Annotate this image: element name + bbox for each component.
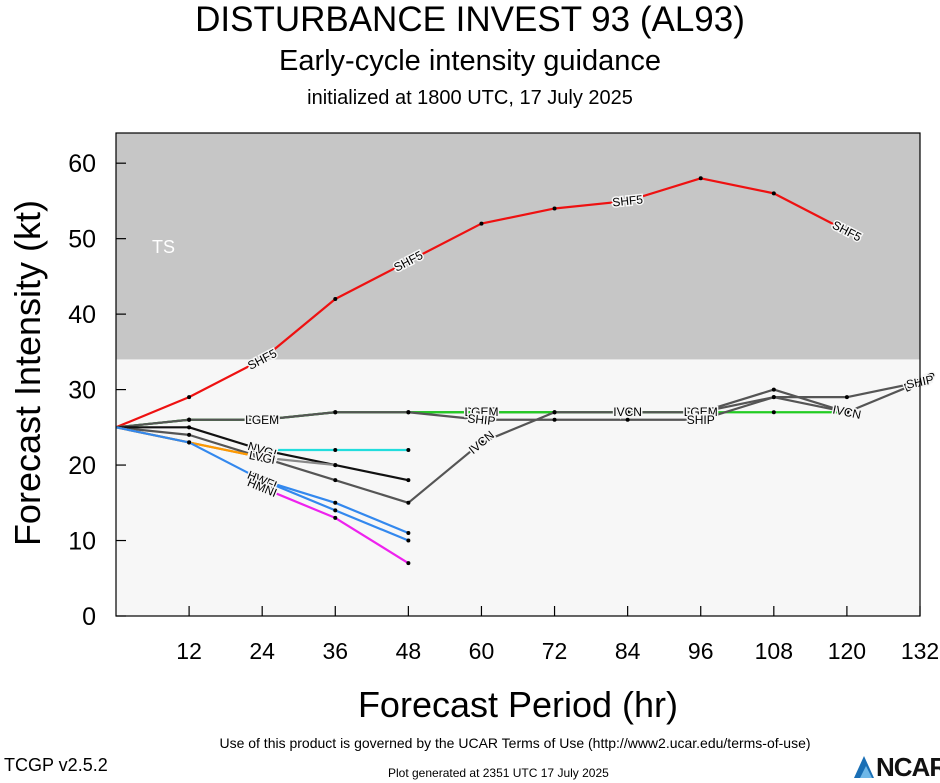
band-ts	[116, 133, 920, 360]
data-point	[406, 538, 411, 543]
data-point	[552, 417, 557, 422]
data-point	[698, 417, 703, 422]
x-tick-label: 108	[755, 638, 793, 664]
y-tick-label: 20	[68, 452, 96, 480]
data-point	[333, 297, 338, 302]
data-point	[625, 198, 630, 203]
x-tick-label: 12	[176, 638, 202, 664]
ncar-logo-icon	[854, 756, 874, 778]
data-point	[479, 417, 484, 422]
x-tick-label: 96	[688, 638, 714, 664]
data-point	[333, 478, 338, 483]
data-point	[406, 447, 411, 452]
data-point	[187, 395, 192, 400]
initialization-time: initialized at 1800 UTC, 17 July 2025	[307, 87, 633, 109]
data-point	[333, 500, 338, 505]
y-axis-label: Forecast Intensity (kt)	[7, 199, 48, 547]
series-label-dshp: DSHP	[465, 405, 498, 419]
data-point	[552, 206, 557, 211]
data-point	[260, 485, 265, 490]
data-point	[260, 478, 265, 483]
data-point	[771, 410, 776, 415]
series-label-dshp: DSHP	[684, 405, 717, 419]
x-tick-label: 24	[249, 638, 275, 664]
plot-border	[115, 132, 921, 617]
series-label-ship: SHIP	[687, 413, 715, 427]
y-axis: 0 10 20 30 40 50 60	[68, 150, 126, 631]
data-point	[844, 229, 849, 234]
ncar-logo-text: NCAR	[876, 752, 940, 782]
tcgp-version: TCGP v2.5.2	[4, 755, 108, 775]
ncar-logo: NCAR	[852, 752, 940, 782]
data-point	[187, 425, 192, 430]
data-point	[260, 357, 265, 362]
data-point	[625, 417, 630, 422]
series-label-lgem: LGEM	[245, 413, 279, 427]
data-point	[479, 440, 484, 445]
x-tick-label: 132	[901, 638, 939, 664]
data-point	[187, 440, 192, 445]
data-point	[406, 500, 411, 505]
x-tick-label: 36	[322, 638, 348, 664]
data-point	[406, 259, 411, 264]
x-tick-label: 120	[828, 638, 866, 664]
data-point	[844, 410, 849, 415]
y-tick-label: 0	[82, 603, 96, 631]
x-tick-label: 72	[542, 638, 568, 664]
band-label-ts: TS	[152, 237, 175, 257]
plot-generated-time: Plot generated at 2351 UTC 17 July 2025	[388, 766, 609, 780]
data-point	[260, 417, 265, 422]
data-point	[406, 478, 411, 483]
y-tick-label: 50	[68, 226, 96, 254]
x-tick-label: 48	[396, 638, 422, 664]
series-label-shf5: SHF5	[612, 192, 644, 209]
data-point	[771, 191, 776, 196]
data-point	[333, 508, 338, 513]
x-tick-label: 84	[615, 638, 641, 664]
data-point	[187, 432, 192, 437]
plot-frame	[115, 132, 921, 617]
y-tick-label: 30	[68, 377, 96, 405]
data-point	[479, 410, 484, 415]
data-point	[406, 410, 411, 415]
x-tick-label: 60	[469, 638, 495, 664]
series-label-ivcn: IVCN	[613, 405, 642, 419]
data-point	[406, 561, 411, 566]
data-point	[333, 410, 338, 415]
series-label-lgem: LGEM	[684, 405, 718, 419]
chart-subtitle: Early-cycle intensity guidance	[278, 45, 661, 77]
intensity-bands: TS	[116, 133, 920, 360]
data-point	[552, 410, 557, 415]
terms-of-use-note: Use of this product is governed by the U…	[219, 735, 811, 751]
data-point	[260, 447, 265, 452]
series-label-lgem: LGEM	[464, 405, 498, 419]
y-tick-label: 60	[68, 150, 96, 178]
data-point	[187, 417, 192, 422]
data-point	[333, 515, 338, 520]
series-lines	[115, 176, 922, 566]
series-line-ship	[115, 380, 921, 429]
x-axis-label: Forecast Period (hr)	[357, 684, 679, 725]
data-point	[771, 387, 776, 392]
y-tick-label: 10	[68, 528, 96, 556]
data-point	[698, 176, 703, 181]
data-point	[333, 463, 338, 468]
chart-title: DISTURBANCE INVEST 93 (AL93)	[195, 0, 745, 39]
series-label-ship: SHIP	[467, 411, 496, 428]
data-point	[406, 530, 411, 535]
data-point	[479, 221, 484, 226]
data-point	[260, 455, 265, 460]
y-tick-label: 40	[68, 301, 96, 329]
x-axis: 12 24 36 48 60 72 84 96 108 120 132	[176, 606, 939, 664]
series-label-dshp: DSHP	[246, 413, 279, 427]
data-point	[771, 395, 776, 400]
data-point	[844, 395, 849, 400]
data-point	[625, 410, 630, 415]
data-point	[698, 410, 703, 415]
data-point	[333, 447, 338, 452]
